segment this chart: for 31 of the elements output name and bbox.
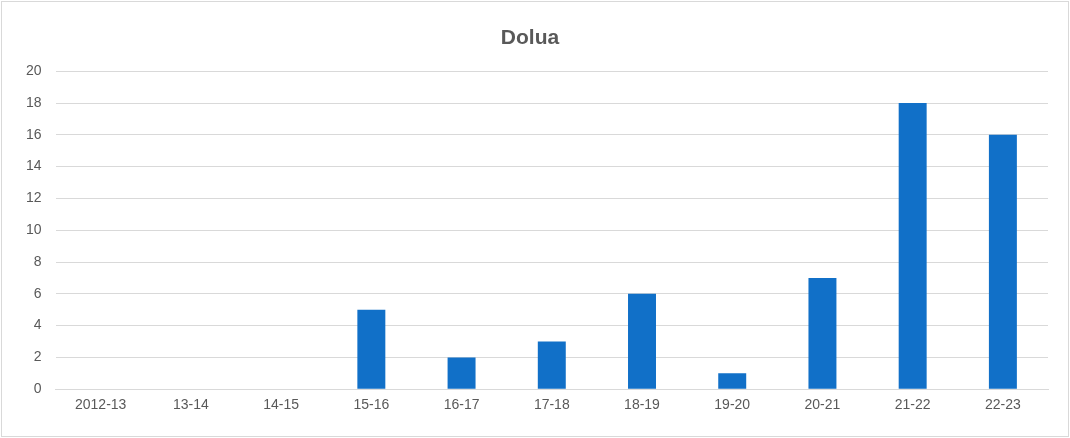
bar [447,357,476,389]
bar [537,341,566,389]
y-tick-label: 16 [25,125,42,142]
y-tick-label: 14 [25,157,42,174]
bar [988,134,1017,389]
x-tick-label: 14-15 [263,396,300,413]
y-tick-label: 2 [33,348,42,365]
x-tick-label: 2012-13 [74,396,127,413]
bar [718,373,747,389]
y-tick-label: 8 [33,252,42,269]
y-tick-label: 20 [25,62,42,79]
bar [628,293,656,389]
x-tick-label: 13-14 [173,396,210,413]
y-tick-label: 4 [33,316,42,333]
x-tick-label: 22-23 [984,396,1021,413]
y-tick-label: 18 [25,93,42,110]
x-tick-label: 20-21 [804,396,841,413]
x-tick-label: 18-19 [624,396,661,413]
x-tick-label: 16-17 [443,396,480,413]
bar [898,103,927,389]
bar [357,309,386,389]
x-tick-label: 19-20 [714,396,751,413]
x-tick-label: 17-18 [533,396,570,413]
y-tick-label: 0 [33,380,42,397]
x-tick-label: 15-16 [353,396,390,413]
bar [808,277,837,389]
chart-title: Dolua [500,25,560,49]
y-tick-label: 6 [33,284,42,301]
y-tick-label: 10 [25,221,42,238]
x-tick-label: 21-22 [894,396,931,413]
y-tick-label: 12 [25,189,42,206]
